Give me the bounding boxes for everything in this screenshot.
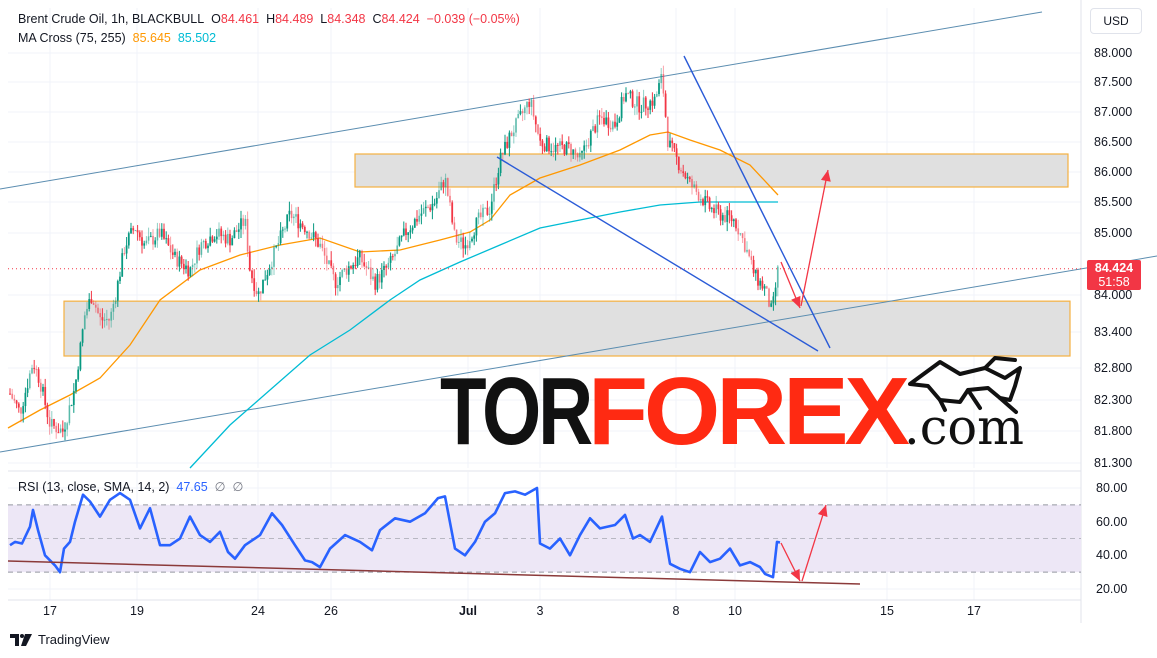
- ma-fast-line: [7, 131, 779, 429]
- price-tick-label: 81.300: [1094, 456, 1132, 470]
- low-label: L: [320, 12, 328, 26]
- wedge-upper-line[interactable]: [683, 55, 831, 349]
- tradingview-logo[interactable]: TradingView: [10, 632, 110, 647]
- rsi-title: RSI (13, close, SMA, 14, 2): [18, 480, 170, 494]
- price-tick-label: 84.000: [1094, 288, 1132, 302]
- symbol-legend[interactable]: Brent Crude Oil, 1h, BLACKBULL O84.461 H…: [18, 12, 520, 26]
- last-price-value: 84.424: [1094, 261, 1134, 275]
- price-tick-label: 82.800: [1094, 361, 1132, 375]
- rsi-legend[interactable]: RSI (13, close, SMA, 14, 2) 47.65 ∅ ∅: [18, 479, 243, 494]
- time-tick-label: 10: [728, 604, 742, 618]
- ascending-channel[interactable]: [0, 11, 1157, 453]
- price-tick-label: 83.400: [1094, 325, 1132, 339]
- price-pane[interactable]: [8, 8, 1081, 468]
- rsi-guides: [8, 504, 1081, 573]
- price-tick-label: 81.800: [1094, 424, 1132, 438]
- ma-slow-value: 85.502: [177, 31, 217, 45]
- candlesticks: [9, 65, 779, 441]
- arrow-up-projection[interactable]: [800, 169, 831, 307]
- open-value: 84.461: [220, 12, 260, 26]
- time-tick-label: 8: [673, 604, 680, 618]
- rsi-tick-label: 40.00: [1096, 548, 1127, 562]
- watermark-forex: FOREX: [588, 358, 910, 456]
- rsi-arrow-down[interactable]: [780, 542, 801, 582]
- rsi-arrow-up[interactable]: [801, 504, 828, 582]
- currency-label: USD: [1103, 14, 1129, 28]
- change-value: −0.039 (−0.05%): [426, 12, 520, 26]
- channel-lower-line[interactable]: [0, 255, 1157, 453]
- price-tick-label: 82.300: [1094, 393, 1132, 407]
- price-tick-label: 85.500: [1094, 195, 1132, 209]
- rsi-tick-label: 60.00: [1096, 515, 1127, 529]
- close-value: 84.424: [381, 12, 420, 26]
- price-tick-label: 85.000: [1094, 226, 1132, 240]
- symbol-title: Brent Crude Oil, 1h, BLACKBULL: [18, 12, 205, 26]
- channel-upper-line[interactable]: [0, 11, 1043, 190]
- time-axis-labels: 17 19 24 26 Jul 3 8 10 15 17: [43, 604, 981, 618]
- support-zone[interactable]: [63, 300, 1071, 357]
- bar-countdown: 51:58: [1098, 275, 1130, 289]
- time-tick-label: 24: [251, 604, 265, 618]
- low-value: 84.348: [327, 12, 366, 26]
- tradingview-label: TradingView: [38, 632, 110, 647]
- rsi-empty-value-icon: ∅: [214, 480, 226, 494]
- rsi-tick-label: 20.00: [1096, 582, 1127, 596]
- rsi-trendline[interactable]: [7, 560, 861, 585]
- watermark-com: .com: [904, 398, 1024, 456]
- rsi-tick-label: 80.00: [1096, 481, 1127, 495]
- torforex-watermark: TOR FOREX .com: [440, 356, 1024, 456]
- falling-wedge[interactable]: [496, 55, 831, 352]
- rsi-line: [9, 486, 781, 579]
- close-label: C: [372, 12, 382, 26]
- rsi-value: 47.65: [176, 480, 208, 494]
- price-tick-label: 87.000: [1094, 105, 1132, 119]
- time-tick-label: 15: [880, 604, 894, 618]
- rsi-axis-labels: 80.00 60.00 40.00 20.00: [1096, 481, 1127, 596]
- time-tick-label: 17: [967, 604, 981, 618]
- time-tick-label: Jul: [459, 604, 477, 618]
- resistance-zone[interactable]: [354, 153, 1069, 188]
- time-tick-label: 26: [324, 604, 338, 618]
- ma-cross-title: MA Cross (75, 255): [18, 31, 126, 45]
- time-tick-label: 19: [130, 604, 144, 618]
- price-tick-label: 86.000: [1094, 165, 1132, 179]
- wedge-lower-line[interactable]: [496, 156, 819, 352]
- time-tick-label: 17: [43, 604, 57, 618]
- price-tick-label: 87.500: [1094, 75, 1132, 89]
- last-price-tag: 84.424 51:58: [1087, 260, 1141, 290]
- rsi-empty-value-icon: ∅: [232, 480, 244, 494]
- ma-cross-legend[interactable]: MA Cross (75, 255) 85.645 85.502: [18, 31, 216, 45]
- time-tick-label: 3: [537, 604, 544, 618]
- arrow-down-projection[interactable]: [780, 261, 801, 309]
- high-value: 84.489: [275, 12, 314, 26]
- currency-button[interactable]: USD: [1090, 8, 1142, 34]
- watermark-tor: TOR: [440, 358, 592, 456]
- price-axis-labels: 88.000 87.500 87.000 86.500 86.000 85.500 85.0…: [1094, 46, 1132, 470]
- ma-slow-line: [189, 201, 778, 469]
- tradingview-icon: [10, 633, 32, 646]
- projection-arrows[interactable]: [780, 169, 831, 309]
- high-label: H: [266, 12, 276, 26]
- price-tick-label: 88.000: [1094, 46, 1132, 60]
- ma-fast-value: 85.645: [132, 31, 171, 45]
- bull-icon: [908, 356, 1022, 414]
- price-tick-label: 86.500: [1094, 135, 1132, 149]
- support-resistance-zones[interactable]: [63, 153, 1071, 357]
- rsi-projection-arrows[interactable]: [780, 504, 828, 582]
- open-label: O: [211, 12, 221, 26]
